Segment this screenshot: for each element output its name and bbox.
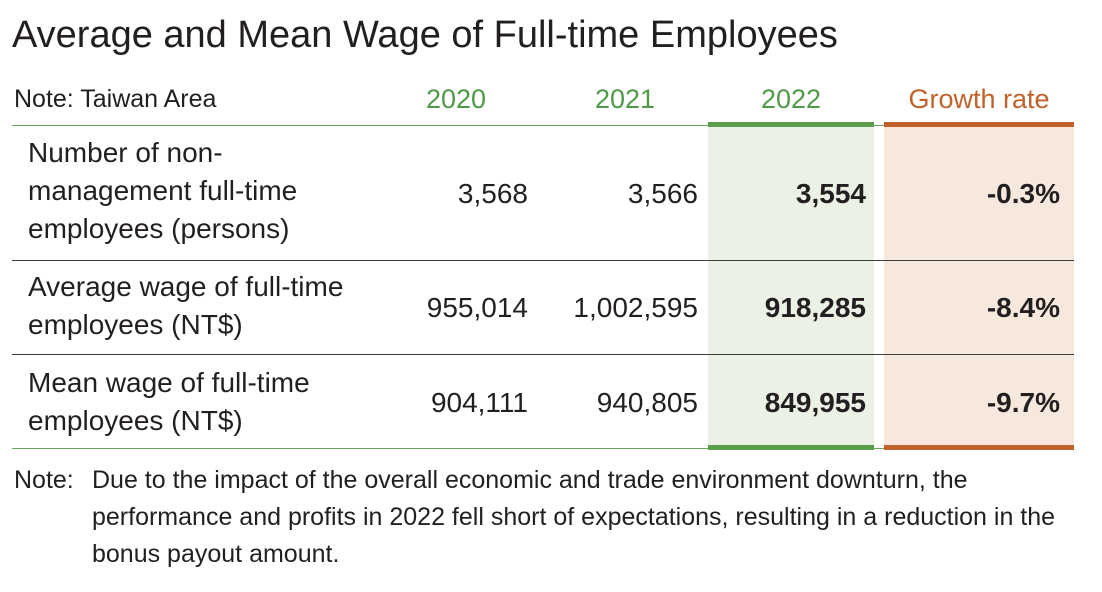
row-label-average-wage: Average wage of full-time employees (NT$… [28, 271, 344, 340]
column-header-2021: 2021 [594, 84, 656, 114]
table-note-header: Note: Taiwan Area [14, 85, 217, 113]
cell-mean-2020: 904,111 [430, 387, 528, 418]
footnote-prefix: Note: [14, 466, 74, 494]
cell-employees-2020: 3,568 [457, 178, 528, 209]
table-bottom-rule [12, 448, 1074, 449]
footnote-text: Due to the impact of the overall economi… [92, 466, 1056, 568]
cell-average-2021: 1,002,595 [573, 292, 698, 323]
cell-employees-growth: -0.3% [986, 178, 1060, 209]
footer-bar-2022 [708, 445, 874, 450]
cell-employees-2022: 3,554 [795, 178, 866, 209]
row-divider-1 [12, 260, 1074, 261]
cell-average-growth: -8.4% [986, 292, 1060, 323]
header-bar-2022 [708, 122, 874, 127]
row-label-employees: Number of non-management full-time emplo… [28, 137, 298, 244]
highlight-2022-column [708, 126, 874, 448]
cell-mean-2021: 940,805 [596, 387, 698, 418]
row-divider-2 [12, 354, 1074, 355]
header-bar-growth [884, 122, 1074, 127]
page-title: Average and Mean Wage of Full-time Emplo… [12, 14, 838, 56]
column-header-2020: 2020 [425, 84, 487, 114]
column-header-growth-rate: Growth rate [908, 84, 1050, 114]
cell-average-2020: 955,014 [426, 292, 528, 323]
highlight-growth-column [884, 126, 1074, 448]
header-divider [12, 125, 1074, 126]
row-label-mean-wage: Mean wage of full-time employees (NT$) [28, 367, 310, 436]
cell-employees-2021: 3,566 [627, 178, 698, 209]
column-header-2022: 2022 [760, 84, 822, 114]
cell-mean-2022: 849,955 [764, 387, 866, 418]
footer-bar-growth [884, 445, 1074, 450]
cell-mean-growth: -9.7% [986, 387, 1060, 418]
cell-average-2022: 918,285 [764, 292, 866, 323]
